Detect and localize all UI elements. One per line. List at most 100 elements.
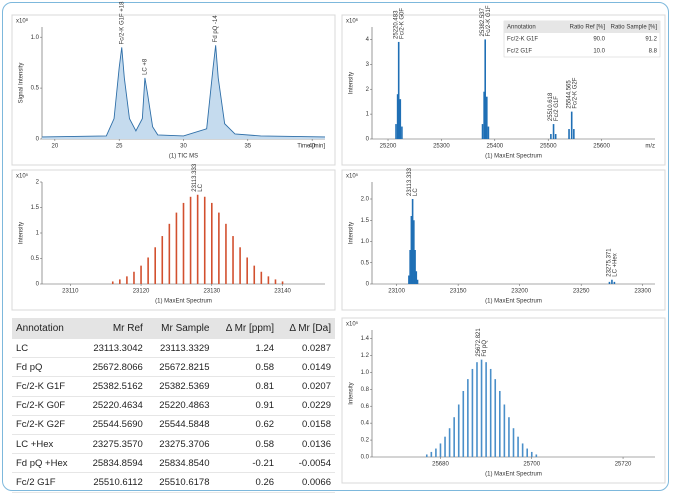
y-tick-label: 2 — [36, 180, 40, 186]
column-header: Δ Mr [Da] — [278, 318, 335, 339]
table-cell: 0.26 — [213, 472, 279, 493]
table: Annotation Mr Ref Mr Sample Δ Mr [ppm] Δ Mr … — [12, 318, 335, 493]
x-tick-label: 23250 — [573, 289, 590, 295]
table-body: LC 23113.3042 23113.3329 1.24 0.0287 Fd pQ 256… — [12, 339, 335, 493]
table-cell: 1.24 — [213, 339, 279, 359]
result-table: Annotation Mr Ref Mr Sample Δ Mr [ppm] Δ Mr … — [12, 318, 335, 493]
x-axis-label: (1) MaxEnt Spectrum — [485, 299, 542, 305]
x-tick-label: 20 — [52, 144, 59, 150]
y-tick-label: 0 — [36, 137, 40, 143]
y-tick-label: 0.5 — [361, 260, 370, 266]
table-cell: 23275.3570 — [80, 434, 147, 455]
x-tick-label: 25400 — [486, 144, 503, 150]
inset-column: Annotation — [507, 25, 536, 31]
x-tick-label: 23200 — [511, 289, 528, 295]
y-tick-label: 0.2 — [361, 438, 370, 444]
panel — [11, 169, 336, 311]
inset-cell: Fc/2-K G1F — [507, 37, 538, 43]
peak-label: 25382.537 — [480, 7, 486, 36]
table-cell: Fc/2 G1F — [12, 472, 81, 493]
peak-label: Fd pQ -14 — [213, 15, 219, 43]
inset-header — [504, 21, 660, 33]
y-axis-label: Intensity — [349, 382, 355, 404]
x-axis-label: (1) MaxEnt Spectrum — [155, 299, 212, 305]
y-tick-label: 1.0 — [361, 239, 370, 245]
y-tick-label: 1.4 — [361, 336, 370, 342]
inset-cell: 90.0 — [593, 37, 605, 43]
table-header: Annotation Mr Ref Mr Sample Δ Mr [ppm] Δ Mr … — [12, 318, 335, 339]
table-cell: 25672.8215 — [146, 357, 214, 378]
inset-cell: 8.8 — [649, 49, 658, 55]
x-tick-label: 35 — [244, 144, 251, 150]
table-cell: 25382.5162 — [80, 376, 147, 397]
peak-label: Fd pQ — [482, 340, 488, 357]
x-tick-label: 23110 — [62, 289, 79, 295]
table-cell: Fc/2-K G0F — [12, 396, 81, 416]
x-unit: Time [min] — [297, 144, 325, 150]
y-tick-label: 1 — [366, 112, 370, 118]
x-tick-label: 25720 — [615, 462, 632, 468]
y-tick-label: 1.0 — [31, 35, 40, 41]
y-tick-label: 1.2 — [361, 353, 370, 359]
x-tick-label: 23120 — [133, 289, 150, 295]
y-tick-label: 4 — [366, 37, 370, 43]
y-tick-label: 0.5 — [31, 256, 40, 262]
y-tick-label: 2.0 — [361, 197, 370, 203]
table-cell: Fd pQ — [12, 357, 81, 378]
scale-label: x10⁸ — [16, 18, 29, 25]
table-cell: 25382.5369 — [146, 376, 214, 397]
scale-label: x10⁵ — [346, 321, 359, 328]
y-tick-label: 1 — [36, 231, 40, 237]
y-tick-label: 0.5 — [31, 86, 40, 92]
y-tick-label: 0.8 — [361, 387, 370, 393]
table-cell: -0.0054 — [278, 453, 335, 474]
x-axis-label: (1) MaxEnt Spectrum — [485, 154, 542, 160]
column-header: Mr Sample — [146, 318, 214, 339]
table-cell: Fc/2-K G2F — [12, 415, 81, 435]
y-tick-label: 0.0 — [361, 455, 370, 461]
y-tick-label: 1.5 — [361, 218, 370, 224]
x-tick-label: 23130 — [203, 289, 220, 295]
peak-label: 23113.333 — [192, 163, 198, 192]
table-cell: Fc/2-K G1F — [12, 376, 81, 397]
x-tick-label: 23150 — [450, 289, 467, 295]
inset-cell: 91.2 — [645, 37, 657, 43]
panel — [11, 14, 336, 166]
scale-label: x10⁶ — [346, 18, 359, 25]
table-cell: Fd pQ +Hex — [12, 453, 81, 474]
table-cell: 25510.6178 — [146, 472, 214, 493]
y-tick-label: 1.0 — [361, 370, 370, 376]
peak-label: LC — [413, 188, 419, 196]
y-tick-label: 1.5 — [31, 205, 40, 211]
table-cell: 0.81 — [213, 376, 279, 397]
table-cell: -0.21 — [213, 453, 279, 474]
table-cell: LC +Hex — [12, 434, 81, 455]
x-unit: m/z — [645, 144, 655, 150]
table-cell: 25672.8066 — [80, 357, 147, 378]
inset-column: Ratio Ref [%] — [570, 25, 606, 31]
inset-column: Ratio Sample [%] — [611, 25, 658, 31]
x-axis-label: (1) MaxEnt Spectrum — [485, 472, 542, 478]
table-cell: 25834.8540 — [146, 453, 214, 474]
table-cell: 0.0287 — [278, 339, 335, 359]
table-cell: 23275.3706 — [146, 434, 214, 455]
y-tick-label: 2 — [366, 87, 370, 93]
table-cell: 0.62 — [213, 415, 279, 435]
peak-label: Fc/2-K G1F — [486, 5, 492, 36]
table-row: Fc/2-K G1F 25382.5162 25382.5369 0.81 0.0207 — [12, 376, 335, 397]
panel — [341, 169, 666, 311]
scale-label: x10⁵ — [16, 173, 29, 180]
x-tick-label: 25700 — [523, 462, 540, 468]
peak-label: LC +8 — [142, 58, 148, 75]
table-cell: 0.0136 — [278, 434, 335, 455]
peak-label: 25672.821 — [476, 328, 482, 357]
x-tick-label: 25300 — [433, 144, 450, 150]
frame — [2, 2, 669, 491]
x-tick-label: 40 — [309, 144, 316, 150]
table-cell: 0.58 — [213, 434, 279, 455]
peak-label: LC — [198, 183, 204, 191]
table-cell: 25510.6112 — [80, 472, 147, 493]
x-tick-label: 25 — [116, 144, 123, 150]
table-cell: 25544.5690 — [80, 415, 147, 435]
